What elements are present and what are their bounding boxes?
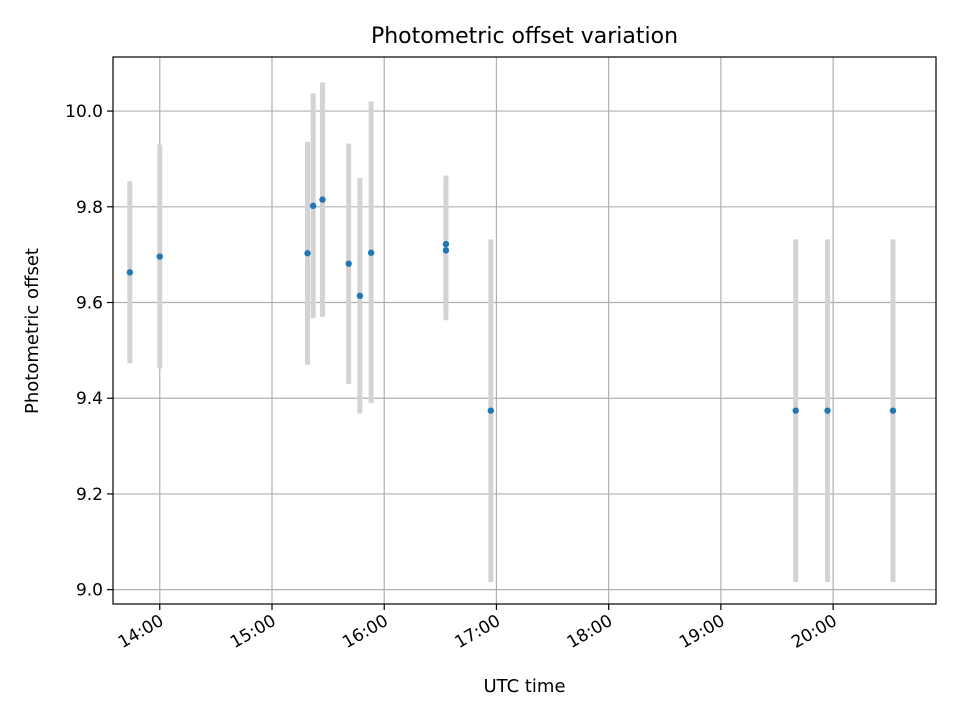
- data-point: [487, 407, 495, 414]
- y-tick-label: 9.8: [76, 198, 103, 218]
- chart-title: Photometric offset variation: [371, 24, 678, 49]
- x-axis-label: UTC time: [483, 676, 565, 697]
- data-point: [156, 253, 163, 260]
- data-point: [309, 202, 317, 210]
- y-tick-label: 9.6: [76, 294, 103, 314]
- y-axis-label: Photometric offset: [22, 248, 43, 414]
- data-point: [889, 407, 897, 414]
- y-tick-label: 9.0: [76, 581, 103, 601]
- data-points: [126, 196, 897, 414]
- y-tick-label: 10.0: [65, 102, 103, 122]
- data-point: [356, 292, 364, 300]
- data-point: [824, 407, 831, 414]
- data-point: [319, 196, 326, 203]
- data-point: [304, 250, 311, 257]
- data-point: [792, 407, 799, 414]
- y-tick-label: 9.4: [76, 389, 103, 409]
- y-axis-ticks: 9.0 9.2 9.4 9.6 9.8 10.0: [65, 102, 113, 601]
- y-tick-label: 9.2: [76, 485, 103, 505]
- data-point: [345, 260, 352, 267]
- data-point: [442, 240, 450, 248]
- data-point: [126, 269, 134, 276]
- plot-frame: [112, 56, 937, 605]
- data-point: [367, 249, 375, 256]
- data-point: [442, 247, 450, 254]
- grid-lines: [113, 57, 936, 604]
